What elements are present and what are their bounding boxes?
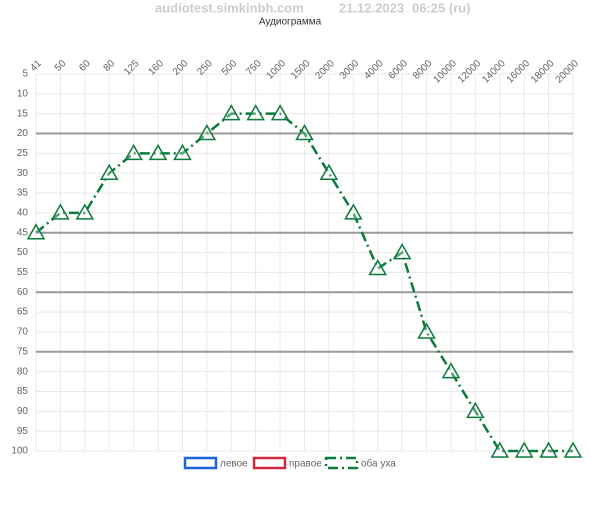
x-tick-label: 80 bbox=[102, 58, 118, 74]
y-tick-label: 25 bbox=[17, 148, 29, 159]
marker bbox=[466, 401, 485, 419]
marker bbox=[99, 163, 119, 180]
x-tick-label: 2000 bbox=[313, 58, 337, 82]
marker bbox=[246, 104, 265, 121]
y-tick-label: 70 bbox=[17, 327, 29, 338]
y-tick-label: 60 bbox=[17, 287, 29, 298]
marker bbox=[441, 362, 461, 379]
marker bbox=[51, 203, 70, 220]
y-tick-label: 45 bbox=[17, 227, 29, 238]
legend-label: левое bbox=[220, 459, 248, 470]
x-tick-label: 1500 bbox=[289, 58, 313, 82]
marker bbox=[197, 124, 217, 141]
marker bbox=[148, 143, 168, 161]
legend-swatch bbox=[324, 456, 359, 470]
legend-label: правое bbox=[289, 459, 322, 470]
marker bbox=[344, 203, 363, 220]
x-tick-label: 60 bbox=[77, 58, 93, 74]
date: 21.12.2023 bbox=[339, 0, 404, 15]
x-tick-label: 14000 bbox=[480, 58, 508, 86]
x-tick-label: 1000 bbox=[265, 58, 289, 82]
y-tick-label: 5 bbox=[22, 69, 28, 80]
marker bbox=[295, 124, 314, 141]
x-tick-label: 16000 bbox=[505, 58, 533, 86]
y-tick-label: 100 bbox=[11, 446, 28, 457]
marker bbox=[124, 143, 143, 161]
y-tick-label: 65 bbox=[17, 307, 29, 318]
x-tick-label: 160 bbox=[146, 58, 166, 78]
x-tick-label: 750 bbox=[244, 58, 264, 78]
y-tick-label: 20 bbox=[17, 128, 29, 139]
legend-label: оба уха bbox=[361, 458, 396, 470]
x-tick-label: 10000 bbox=[431, 58, 459, 86]
y-tick-label: 85 bbox=[17, 386, 29, 397]
marker bbox=[539, 441, 558, 458]
legend-swatch bbox=[252, 456, 287, 470]
y-tick-label: 80 bbox=[17, 366, 29, 377]
marker bbox=[221, 104, 241, 121]
x-tick-label: 6000 bbox=[387, 58, 411, 82]
x-tick-label: 250 bbox=[195, 58, 215, 78]
marker bbox=[563, 441, 583, 458]
marker bbox=[270, 104, 290, 121]
y-tick-label: 40 bbox=[17, 208, 29, 219]
y-tick-label: 95 bbox=[17, 426, 29, 437]
x-tick-label: 41 bbox=[28, 58, 44, 74]
x-tick-label: 50 bbox=[53, 58, 69, 74]
marker bbox=[75, 203, 95, 220]
x-tick-label: 200 bbox=[171, 58, 191, 78]
x-tick-label: 500 bbox=[220, 58, 240, 78]
marker bbox=[26, 223, 46, 240]
site: audiotest.simkinbh.com bbox=[155, 0, 304, 15]
x-tick-label: 3000 bbox=[338, 58, 362, 82]
legend-swatch bbox=[183, 456, 218, 470]
y-tick-label: 30 bbox=[17, 168, 29, 179]
marker bbox=[392, 243, 412, 260]
marker bbox=[514, 441, 534, 458]
x-tick-label: 18000 bbox=[529, 58, 557, 86]
marker bbox=[490, 441, 510, 458]
y-tick-label: 10 bbox=[17, 88, 29, 99]
marker bbox=[173, 143, 192, 161]
marker bbox=[368, 258, 388, 276]
x-tick-label: 12000 bbox=[456, 58, 484, 86]
time: 06:25 (ru) bbox=[412, 0, 471, 15]
y-tick-label: 90 bbox=[17, 406, 29, 417]
x-tick-label: 4000 bbox=[362, 58, 386, 82]
marker bbox=[417, 322, 436, 339]
y-tick-label: 15 bbox=[17, 108, 29, 119]
x-tick-label: 125 bbox=[122, 58, 142, 78]
y-tick-label: 75 bbox=[17, 346, 29, 357]
chart-title: Аудиограмма bbox=[259, 17, 322, 28]
y-tick-label: 50 bbox=[17, 247, 29, 258]
y-tick-label: 55 bbox=[17, 267, 29, 278]
marker bbox=[319, 163, 339, 180]
x-tick-label: 20000 bbox=[554, 58, 582, 86]
y-tick-label: 35 bbox=[17, 188, 29, 199]
